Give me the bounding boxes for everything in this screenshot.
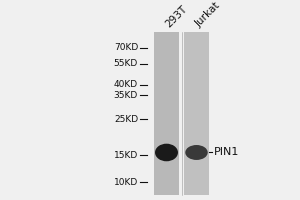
Ellipse shape — [185, 145, 208, 160]
Ellipse shape — [155, 144, 178, 161]
Text: 25KD: 25KD — [114, 115, 138, 124]
Text: 40KD: 40KD — [114, 80, 138, 89]
Text: 35KD: 35KD — [114, 91, 138, 100]
Text: 55KD: 55KD — [114, 59, 138, 68]
Text: Jurkat: Jurkat — [194, 1, 222, 29]
Text: PIN1: PIN1 — [214, 147, 239, 157]
Text: 15KD: 15KD — [114, 151, 138, 160]
Text: 70KD: 70KD — [114, 43, 138, 52]
Bar — [184, 32, 209, 195]
Bar — [154, 32, 179, 195]
Text: 293T: 293T — [164, 4, 189, 29]
Text: 10KD: 10KD — [114, 178, 138, 187]
